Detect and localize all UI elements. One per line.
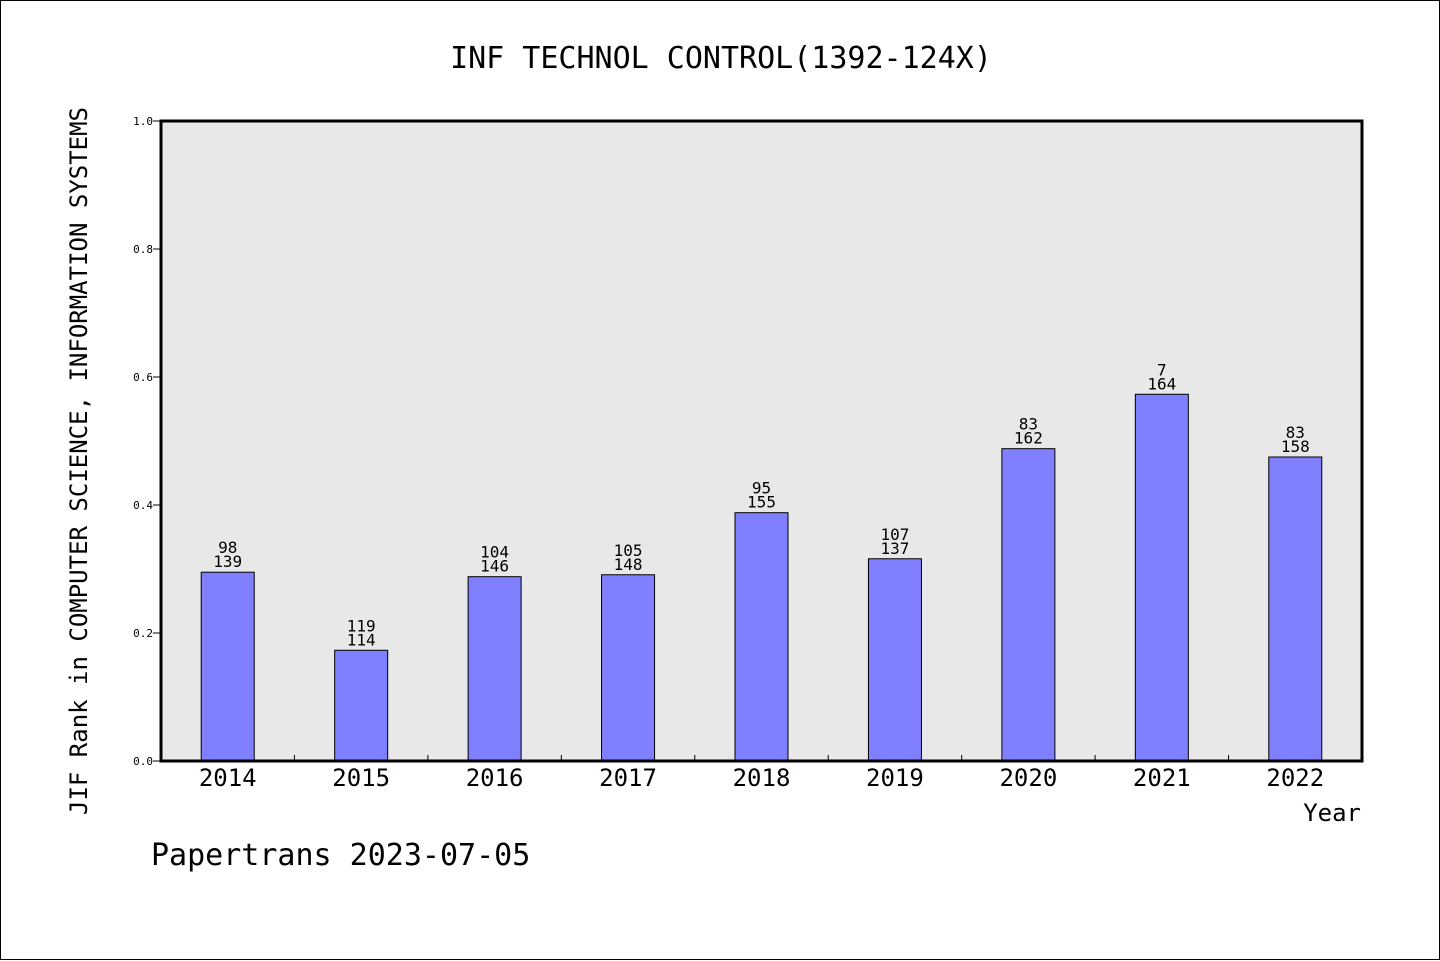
total-label: 162 xyxy=(1014,429,1043,448)
rank-label: 83 xyxy=(1286,423,1305,442)
rank-label: 7 xyxy=(1157,360,1167,379)
bars xyxy=(200,393,1323,762)
y-axis-label: JIF Rank in COMPUTER SCIENCE, INFORMATIO… xyxy=(65,107,93,815)
rank-label: 98 xyxy=(218,538,237,557)
x-tick-label: 2015 xyxy=(332,764,390,792)
y-tick-label: 0.0 xyxy=(133,755,153,768)
bar-2017 xyxy=(601,574,656,762)
rank-label: 104 xyxy=(480,543,509,562)
y-axis: 0.0 0.2 0.4 0.6 0.8 1.0 xyxy=(133,115,161,768)
data-labels: 9813911911410414610514895155107137831627… xyxy=(213,360,1309,649)
x-tick-label: 2018 xyxy=(733,764,791,792)
y-tick-label: 0.6 xyxy=(133,371,153,384)
total-label: 164 xyxy=(1147,374,1176,393)
rank-label: 83 xyxy=(1019,415,1038,434)
x-tick-label: 2021 xyxy=(1133,764,1191,792)
bar-2021 xyxy=(1134,393,1189,762)
y-tick-label: 0.2 xyxy=(133,627,153,640)
bar-2018 xyxy=(734,512,789,762)
total-label: 146 xyxy=(480,557,509,576)
bar-2019 xyxy=(867,558,922,762)
rank-label: 107 xyxy=(880,525,909,544)
footer-text: Papertrans 2023-07-05 xyxy=(151,838,530,873)
bar-2015 xyxy=(334,649,389,762)
chart-title: INF TECHNOL CONTROL(1392-124X) xyxy=(450,41,992,76)
rank-label: 105 xyxy=(614,541,643,560)
total-label: 155 xyxy=(747,493,776,512)
total-label: 114 xyxy=(347,630,376,649)
x-tick-label: 2014 xyxy=(199,764,257,792)
x-tick-label: 2022 xyxy=(1266,764,1324,792)
bar-2016 xyxy=(467,576,522,762)
x-axis: 2014 2015 2016 2017 2018 2019 2020 2021 2022 xyxy=(199,755,1324,792)
total-label: 139 xyxy=(213,552,242,571)
y-tick-label: 0.4 xyxy=(133,499,153,512)
x-tick-label: 2019 xyxy=(866,764,924,792)
x-tick-label: 2016 xyxy=(466,764,524,792)
total-label: 158 xyxy=(1281,437,1310,456)
bar-2014 xyxy=(200,571,255,762)
bar-2020 xyxy=(1001,448,1056,762)
total-label: 148 xyxy=(614,555,643,574)
x-axis-label: Year xyxy=(1303,799,1361,827)
x-tick-label: 2020 xyxy=(999,764,1057,792)
y-tick-label: 0.8 xyxy=(133,243,153,256)
y-tick-label: 1.0 xyxy=(133,115,153,128)
rank-label: 95 xyxy=(752,479,771,498)
total-label: 137 xyxy=(880,539,909,558)
bar-2022 xyxy=(1268,456,1323,762)
x-tick-label: 2017 xyxy=(599,764,657,792)
plot-border xyxy=(159,119,1364,763)
rank-label: 119 xyxy=(347,616,376,635)
